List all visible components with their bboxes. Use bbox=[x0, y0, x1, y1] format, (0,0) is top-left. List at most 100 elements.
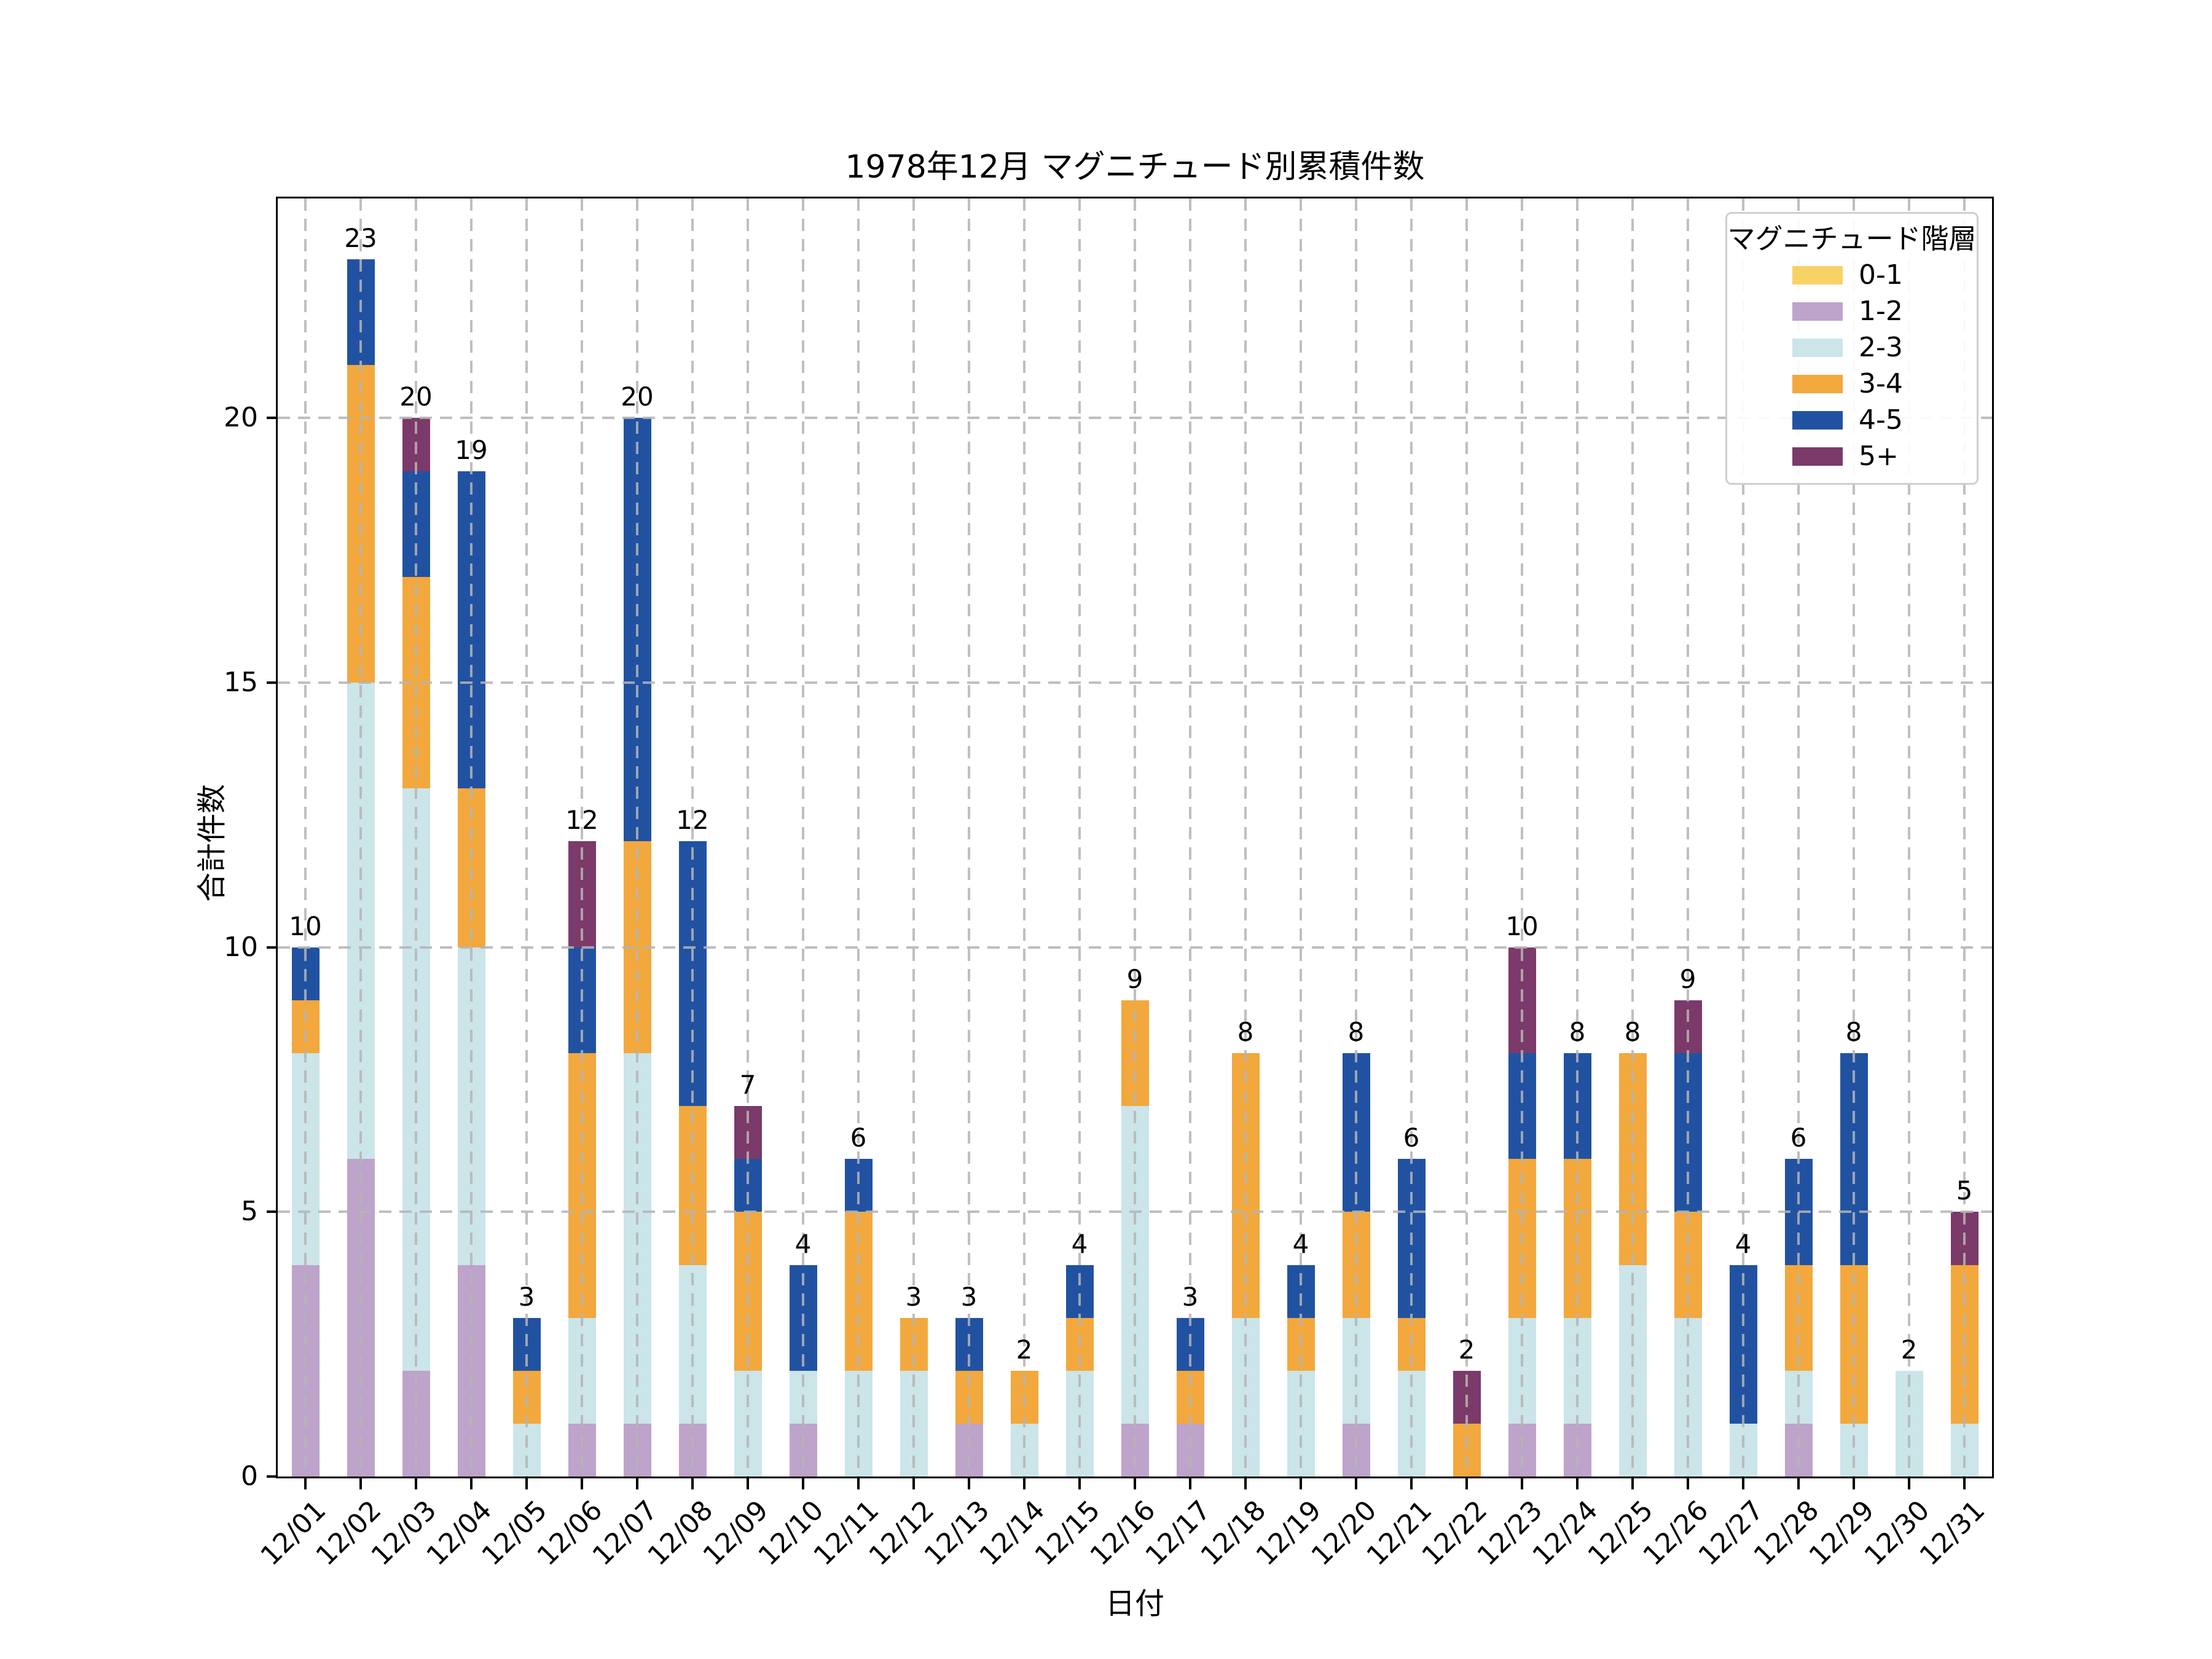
bar-total-label: 3 bbox=[1182, 1281, 1199, 1312]
legend-swatch-0-1 bbox=[1792, 265, 1843, 284]
y-axis-tick-label: 15 bbox=[224, 667, 258, 699]
x-axis-tick bbox=[470, 1478, 473, 1489]
bar-total-label: 8 bbox=[1569, 1016, 1586, 1047]
gridline-vertical bbox=[1023, 198, 1026, 1477]
gridline-vertical bbox=[470, 198, 473, 1477]
gridline-vertical bbox=[912, 198, 915, 1477]
x-axis-tick bbox=[802, 1478, 804, 1489]
gridline-vertical bbox=[359, 198, 362, 1477]
x-axis-tick bbox=[1742, 1478, 1744, 1489]
bar-total-label: 2 bbox=[1458, 1334, 1475, 1365]
x-axis-tick bbox=[1687, 1478, 1689, 1489]
x-axis-tick bbox=[747, 1478, 749, 1489]
legend-swatch-4-5 bbox=[1792, 410, 1843, 429]
legend-title: マグニチュード階層 bbox=[1727, 222, 1977, 255]
bar-total-label: 6 bbox=[850, 1123, 867, 1153]
gridline-vertical bbox=[1410, 198, 1413, 1477]
y-axis-tick bbox=[267, 946, 278, 949]
legend-item-label: 1-2 bbox=[1859, 296, 1903, 327]
gridline-vertical bbox=[415, 198, 417, 1477]
gridline-vertical bbox=[802, 198, 804, 1477]
gridline-vertical bbox=[1687, 198, 1689, 1477]
y-axis-tick bbox=[267, 681, 278, 684]
x-axis-tick bbox=[1576, 1478, 1579, 1489]
bar-total-label: 4 bbox=[1071, 1228, 1088, 1259]
gridline-vertical bbox=[1576, 198, 1579, 1477]
x-axis-tick bbox=[691, 1478, 694, 1489]
gridline-vertical bbox=[1631, 198, 1634, 1477]
bar-total-label: 9 bbox=[1126, 963, 1143, 994]
legend-item-1-2: 1-2 bbox=[1727, 293, 1977, 329]
legend-item-label: 3-4 bbox=[1859, 368, 1903, 399]
gridline-vertical bbox=[1134, 198, 1136, 1477]
y-axis-tick-label: 20 bbox=[224, 402, 258, 434]
x-axis-tick bbox=[1908, 1478, 1910, 1489]
bar-total-label: 8 bbox=[1624, 1016, 1641, 1047]
legend-swatch-2-3 bbox=[1792, 338, 1843, 357]
x-axis-tick bbox=[525, 1478, 528, 1489]
x-axis-tick bbox=[1300, 1478, 1302, 1489]
legend-item-3-4: 3-4 bbox=[1727, 366, 1977, 402]
gridline-vertical bbox=[636, 198, 638, 1477]
bar-total-label: 23 bbox=[344, 223, 377, 254]
x-axis-tick bbox=[1963, 1478, 1966, 1489]
legend-swatch-5+ bbox=[1792, 447, 1843, 466]
gridline-vertical bbox=[1078, 198, 1081, 1477]
x-axis-tick bbox=[415, 1478, 417, 1489]
gridline-vertical bbox=[1853, 198, 1855, 1477]
bar-total-label: 20 bbox=[399, 382, 433, 412]
x-axis-tick bbox=[1355, 1478, 1357, 1489]
x-axis-tick bbox=[1465, 1478, 1468, 1489]
chart-title: 1978年12月 マグニチュード別累積件数 bbox=[845, 149, 1425, 186]
legend-item-label: 2-3 bbox=[1859, 332, 1903, 363]
x-axis-tick bbox=[636, 1478, 638, 1489]
x-axis-tick bbox=[1134, 1478, 1136, 1489]
y-axis-tick bbox=[267, 417, 278, 420]
bar-total-label: 19 bbox=[455, 434, 488, 465]
bar-total-label: 6 bbox=[1790, 1123, 1807, 1153]
legend-item-label: 0-1 bbox=[1859, 259, 1903, 291]
bar-total-label: 10 bbox=[1505, 911, 1539, 941]
bar-total-label: 7 bbox=[739, 1070, 756, 1100]
gridline-vertical bbox=[1189, 198, 1191, 1477]
bar-total-label: 6 bbox=[1403, 1123, 1420, 1153]
legend-item-2-3: 2-3 bbox=[1727, 329, 1977, 366]
gridline-vertical bbox=[857, 198, 860, 1477]
legend-item-5+: 5+ bbox=[1727, 438, 1977, 474]
legend-item-label: 4-5 bbox=[1859, 404, 1903, 436]
y-axis-tick bbox=[267, 1210, 278, 1214]
x-axis-tick bbox=[1189, 1478, 1191, 1489]
bar-total-label: 20 bbox=[621, 382, 654, 412]
x-axis-tick bbox=[1078, 1478, 1081, 1489]
x-axis-title: 日付 bbox=[1105, 1586, 1164, 1621]
x-axis-tick bbox=[857, 1478, 860, 1489]
legend-swatch-3-4 bbox=[1792, 374, 1843, 393]
legend: マグニチュード階層 0-1 1-2 2-3 3-4 4-5 5+ bbox=[1725, 212, 1979, 485]
x-axis-tick bbox=[581, 1478, 583, 1489]
gridline-vertical bbox=[525, 198, 528, 1477]
bar-total-label: 9 bbox=[1679, 963, 1696, 994]
bar-total-label: 8 bbox=[1347, 1016, 1365, 1047]
gridline-vertical bbox=[1797, 198, 1800, 1477]
bar-total-label: 4 bbox=[1735, 1228, 1752, 1259]
legend-item-4-5: 4-5 bbox=[1727, 402, 1977, 438]
legend-items: 0-1 1-2 2-3 3-4 4-5 5+ bbox=[1727, 257, 1977, 474]
y-axis-tick-label: 5 bbox=[241, 1196, 258, 1228]
gridline-vertical bbox=[1244, 198, 1247, 1477]
gridline-vertical bbox=[1908, 198, 1910, 1477]
gridline-vertical bbox=[1465, 198, 1468, 1477]
bar-total-label: 3 bbox=[960, 1281, 978, 1312]
bar-total-label: 3 bbox=[905, 1281, 922, 1312]
bar-total-label: 12 bbox=[676, 805, 709, 836]
gridline-vertical bbox=[747, 198, 749, 1477]
gridline-vertical bbox=[1300, 198, 1302, 1477]
bar-total-label: 10 bbox=[289, 911, 322, 941]
x-axis-tick bbox=[1797, 1478, 1800, 1489]
y-axis-tick-label: 0 bbox=[241, 1461, 258, 1492]
bar-total-label: 12 bbox=[565, 805, 598, 836]
gridline-vertical bbox=[581, 198, 583, 1477]
y-axis-tick bbox=[267, 1475, 278, 1478]
plot-area: 10 23 20 19 3 12 20 12 7 4 6 3 3 2 4 9 3 8 4 8 6 2 10 8 8 9 4 6 8 2 5 bbox=[278, 198, 1992, 1477]
x-axis-tick bbox=[1853, 1478, 1855, 1489]
